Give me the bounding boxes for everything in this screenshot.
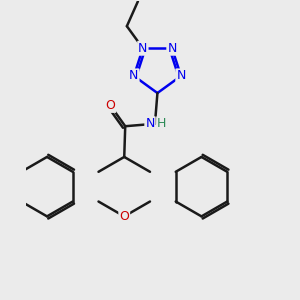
Text: O: O [105, 99, 115, 112]
Text: N: N [138, 42, 148, 55]
Text: O: O [119, 210, 129, 223]
Text: H: H [157, 117, 167, 130]
Text: N: N [145, 117, 155, 130]
Text: N: N [176, 69, 186, 82]
Text: N: N [167, 42, 177, 55]
Text: N: N [129, 69, 139, 82]
